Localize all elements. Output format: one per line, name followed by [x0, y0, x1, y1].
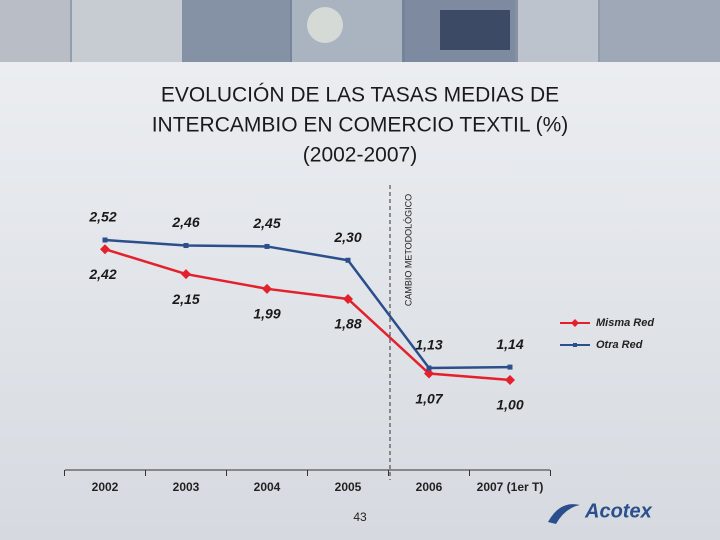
point: [426, 365, 432, 371]
annotation: CAMBIO METODOLÓGICO: [403, 194, 413, 306]
legend-label: Misma Red: [596, 317, 654, 329]
x-tick-label: 2003: [173, 480, 200, 494]
x-tick-label: 2006: [416, 480, 443, 494]
value-label: 2,42: [88, 266, 116, 282]
legend-marker: [571, 319, 579, 327]
point: [343, 293, 353, 304]
header-photos: [0, 0, 720, 62]
logo: Acotex: [584, 500, 653, 522]
value-label: 2,46: [171, 214, 199, 230]
chart-title: (2002-2007): [303, 144, 417, 167]
x-tick-label: 2004: [254, 480, 281, 494]
legend-marker: [573, 343, 577, 347]
legend-label: Otra Red: [596, 339, 643, 351]
point: [183, 243, 189, 249]
value-label: 2,52: [88, 209, 116, 225]
x-tick-label: 2007 (1er T): [477, 480, 544, 494]
value-label: 1,99: [253, 306, 280, 322]
point: [264, 243, 270, 249]
point: [181, 269, 191, 280]
x-tick-label: 2002: [92, 480, 119, 494]
point: [505, 375, 515, 385]
point: [102, 237, 108, 243]
page-number: 43: [353, 510, 367, 524]
x-tick-label: 2005: [335, 480, 362, 494]
value-label: 2,45: [252, 215, 280, 231]
value-label: 2,15: [171, 291, 199, 307]
value-label: 1,14: [496, 336, 523, 352]
logo-swoosh: [548, 504, 580, 524]
value-label: 1,07: [415, 390, 443, 406]
point: [100, 244, 110, 255]
value-label: 1,13: [415, 337, 442, 353]
value-label: 2,30: [333, 229, 361, 245]
series-line: [104, 248, 511, 382]
point: [507, 364, 513, 370]
chart-title: EVOLUCIÓN DE LAS TASAS MEDIAS DE: [161, 84, 559, 107]
point: [262, 283, 272, 294]
point: [424, 368, 434, 379]
point: [345, 257, 351, 263]
chart-title: INTERCAMBIO EN COMERCIO TEXTIL (%): [152, 114, 569, 137]
series-line: [104, 238, 511, 370]
value-label: 1,00: [496, 397, 523, 413]
value-label: 1,88: [334, 316, 361, 332]
